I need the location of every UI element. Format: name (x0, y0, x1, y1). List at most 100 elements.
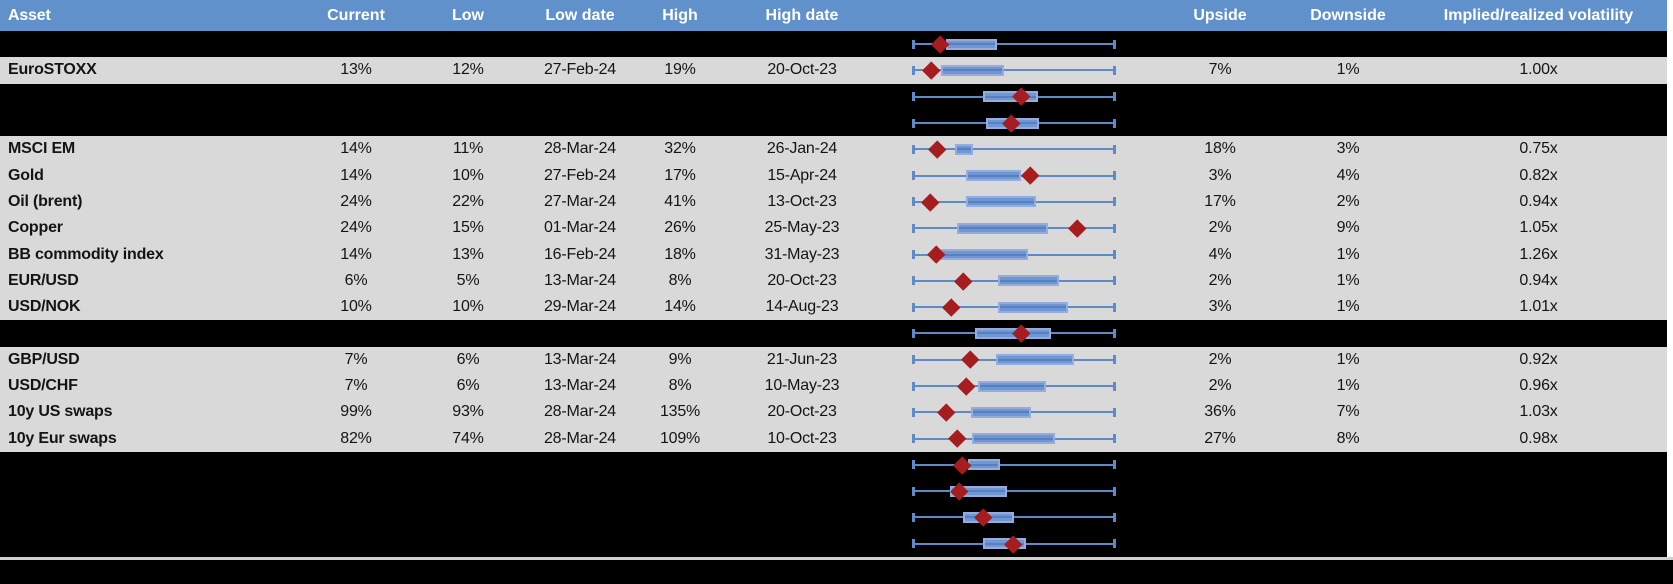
header-cell-current[interactable]: Current (327, 6, 385, 24)
current-cell[interactable]: 14% (340, 140, 372, 158)
ratio-cell[interactable]: 0.75x (1519, 140, 1558, 158)
upside-cell[interactable]: 3% (1208, 298, 1232, 316)
low-cell[interactable]: 15% (452, 219, 484, 237)
high-cell[interactable]: 41% (664, 192, 696, 210)
downside-cell[interactable]: 9% (1336, 219, 1360, 237)
low-date-cell[interactable]: 27-Feb-24 (543, 61, 617, 79)
low-cell[interactable]: 13% (452, 245, 484, 263)
low-cell[interactable]: 10% (452, 166, 484, 184)
high-date-cell[interactable]: 21-Jun-23 (766, 350, 838, 368)
high-date-cell[interactable]: 20-Oct-23 (767, 61, 837, 79)
high-date-cell[interactable]: 13-Oct-23 (767, 192, 837, 210)
low-date-cell[interactable]: 28-Mar-24 (543, 140, 616, 158)
asset-label-cell[interactable]: Gold (8, 166, 44, 184)
low-date-cell[interactable]: 29-Mar-24 (543, 298, 616, 316)
upside-cell[interactable]: 3% (1208, 166, 1232, 184)
upside-cell[interactable]: 2% (1208, 271, 1232, 289)
header-cell-high[interactable]: High (662, 6, 698, 24)
ratio-cell[interactable]: 1.03x (1519, 403, 1558, 421)
ratio-cell[interactable]: 1.01x (1519, 298, 1558, 316)
downside-cell[interactable]: 8% (1336, 429, 1360, 447)
asset-label-cell[interactable]: MSCI EM (8, 140, 76, 158)
ratio-cell[interactable]: 0.98x (1519, 429, 1558, 447)
ratio-cell[interactable]: 1.26x (1519, 245, 1558, 263)
current-cell[interactable]: 24% (340, 192, 372, 210)
header-cell-high-date[interactable]: High date (765, 6, 839, 24)
ratio-cell[interactable]: 0.92x (1519, 350, 1558, 368)
current-cell[interactable]: 7% (344, 377, 368, 394)
high-date-cell[interactable]: 20-Oct-23 (767, 403, 837, 421)
asset-label-cell[interactable]: Oil (brent) (8, 192, 83, 210)
ratio-cell[interactable]: 0.82x (1519, 166, 1558, 184)
high-date-cell[interactable]: 15-Apr-24 (767, 166, 837, 184)
downside-cell[interactable]: 1% (1336, 377, 1360, 394)
high-cell[interactable]: 32% (664, 140, 696, 158)
high-cell[interactable]: 17% (664, 166, 696, 184)
low-date-cell[interactable]: 27-Mar-24 (543, 192, 616, 210)
high-cell[interactable]: 8% (668, 377, 692, 394)
ratio-cell[interactable]: 0.94x (1519, 192, 1558, 210)
current-cell[interactable]: 24% (340, 219, 372, 237)
header-cell-low[interactable]: Low (452, 6, 484, 24)
upside-cell[interactable]: 36% (1204, 403, 1236, 421)
high-cell[interactable]: 135% (659, 403, 701, 421)
current-cell[interactable]: 14% (340, 245, 372, 263)
asset-label-cell[interactable]: EuroSTOXX (8, 61, 97, 79)
low-date-cell[interactable]: 13-Mar-24 (543, 377, 616, 394)
downside-cell[interactable]: 1% (1336, 245, 1360, 263)
high-date-cell[interactable]: 26-Jan-24 (766, 140, 838, 158)
asset-label-cell[interactable]: USD/NOK (8, 298, 81, 316)
ratio-cell[interactable]: 1.05x (1519, 219, 1558, 237)
header-cell-chart[interactable] (880, 0, 1148, 31)
downside-cell[interactable]: 7% (1336, 403, 1360, 421)
upside-cell[interactable]: 2% (1208, 377, 1232, 394)
low-date-cell[interactable]: 27-Feb-24 (543, 166, 617, 184)
header-cell-downside[interactable]: Downside (1310, 6, 1386, 24)
ratio-cell[interactable]: 0.94x (1519, 271, 1558, 289)
low-cell[interactable]: 74% (452, 429, 484, 447)
upside-cell[interactable]: 2% (1208, 219, 1232, 237)
low-cell[interactable]: 10% (452, 298, 484, 316)
high-cell[interactable]: 109% (659, 429, 701, 447)
asset-label-cell[interactable]: USD/CHF (8, 377, 78, 394)
asset-label-cell[interactable]: GBP/USD (8, 350, 80, 368)
ratio-cell[interactable]: 0.96x (1519, 377, 1558, 394)
downside-cell[interactable]: 4% (1336, 166, 1360, 184)
high-date-cell[interactable]: 14-Aug-23 (765, 298, 839, 316)
asset-label-cell[interactable]: 10y US swaps (8, 403, 113, 421)
high-date-cell[interactable]: 20-Oct-23 (767, 271, 837, 289)
low-cell[interactable]: 6% (456, 350, 480, 368)
low-date-cell[interactable]: 16-Feb-24 (543, 245, 617, 263)
downside-cell[interactable]: 1% (1336, 350, 1360, 368)
low-cell[interactable]: 12% (452, 61, 484, 79)
current-cell[interactable]: 82% (340, 429, 372, 447)
upside-cell[interactable]: 2% (1208, 350, 1232, 368)
high-cell[interactable]: 9% (668, 350, 692, 368)
high-cell[interactable]: 26% (664, 219, 696, 237)
high-date-cell[interactable]: 25-May-23 (764, 219, 840, 237)
upside-cell[interactable]: 17% (1204, 192, 1236, 210)
ratio-cell[interactable]: 1.00x (1519, 61, 1558, 79)
asset-label-cell[interactable]: 10y Eur swaps (8, 429, 117, 447)
low-cell[interactable]: 11% (452, 140, 484, 158)
high-cell[interactable]: 14% (664, 298, 696, 316)
header-cell-upside[interactable]: Upside (1193, 6, 1247, 24)
header-cell-asset[interactable]: Asset (8, 6, 51, 24)
high-cell[interactable]: 19% (664, 61, 696, 79)
current-cell[interactable]: 13% (340, 61, 372, 79)
header-cell-low-date[interactable]: Low date (545, 6, 615, 24)
low-date-cell[interactable]: 28-Mar-24 (543, 429, 616, 447)
downside-cell[interactable]: 1% (1336, 298, 1360, 316)
upside-cell[interactable]: 7% (1208, 61, 1232, 79)
current-cell[interactable]: 10% (340, 298, 372, 316)
low-cell[interactable]: 93% (452, 403, 484, 421)
high-cell[interactable]: 8% (668, 271, 692, 289)
low-date-cell[interactable]: 13-Mar-24 (543, 271, 616, 289)
high-date-cell[interactable]: 10-May-23 (764, 377, 840, 394)
asset-label-cell[interactable]: BB commodity index (8, 245, 164, 263)
current-cell[interactable]: 14% (340, 166, 372, 184)
low-date-cell[interactable]: 13-Mar-24 (543, 350, 616, 368)
low-cell[interactable]: 6% (456, 377, 480, 394)
current-cell[interactable]: 99% (340, 403, 372, 421)
upside-cell[interactable]: 27% (1204, 429, 1236, 447)
